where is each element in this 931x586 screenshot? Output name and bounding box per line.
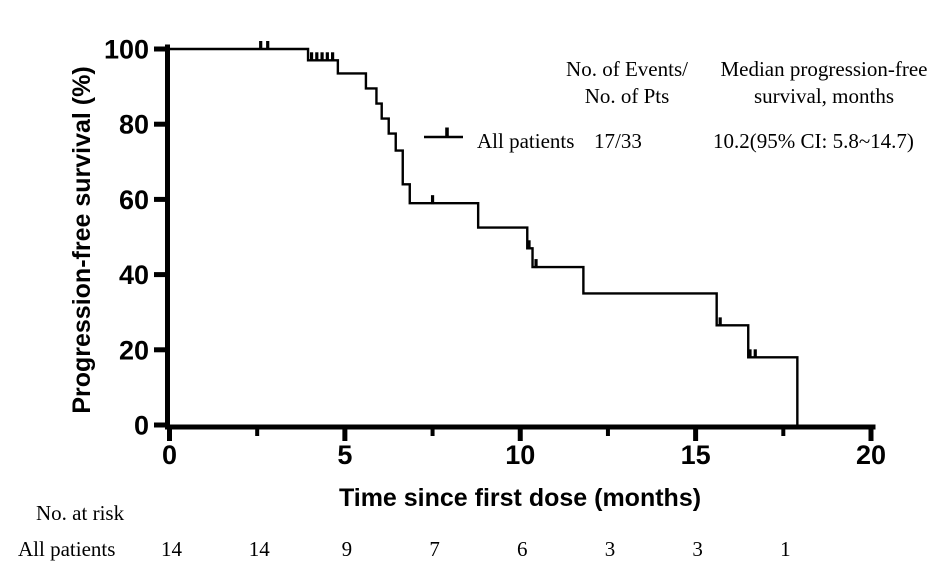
col-header-events-line1: No. of Events/ [566,57,688,81]
risk-count: 1 [780,537,791,561]
x-tick-label: 15 [681,440,711,470]
x-tick-label: 20 [856,440,886,470]
risk-count: 14 [249,537,271,561]
col-header-median-line1: Median progression-free [720,57,927,81]
y-tick-label: 100 [104,35,149,65]
risk-count: 3 [605,537,616,561]
risk-count: 9 [342,537,353,561]
y-tick-label: 40 [119,260,149,290]
legend-events-value: 17/33 [594,129,642,153]
risk-row-label: All patients [18,537,115,561]
km-step-path [169,47,799,425]
risk-count: 6 [517,537,528,561]
risk-count: 3 [692,537,703,561]
x-tick-label: 0 [162,440,177,470]
legend-censor-symbol [424,127,463,139]
censor-marks [259,41,757,359]
y-tick-label: 0 [134,411,149,441]
survival-curve [169,47,799,425]
col-header-median-line2: survival, months [754,84,894,108]
y-tick-label: 20 [119,335,149,365]
y-tick-label: 80 [119,110,149,140]
y-axis-title: Progression-free survival (%) [68,66,96,413]
risk-table-title: No. at risk [36,501,125,525]
risk-table-values: 14 14 9 7 6 3 3 1 [161,537,791,561]
risk-count: 14 [161,537,183,561]
axis-tick-labels: 0 5 10 15 20 0 20 40 60 80 100 [104,35,886,471]
x-tick-label: 5 [337,440,352,470]
legend-median-value: 10.2(95% CI: 5.8~14.7) [713,129,914,153]
y-tick-label: 60 [119,185,149,215]
x-tick-label: 10 [505,440,535,470]
legend-series-label: All patients [477,129,574,153]
risk-count: 7 [429,537,440,561]
axes [154,44,876,441]
col-header-events-line2: No. of Pts [585,84,670,108]
x-axis-title: Time since first dose (months) [339,484,701,512]
